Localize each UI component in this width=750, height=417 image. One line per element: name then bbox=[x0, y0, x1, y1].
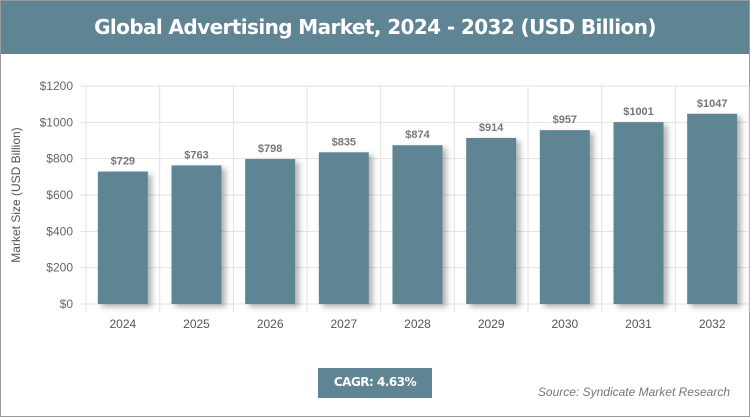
bar-2025 bbox=[171, 165, 222, 304]
data-label: $729 bbox=[111, 156, 135, 168]
data-label: $798 bbox=[258, 143, 282, 155]
x-tick-label: 2029 bbox=[478, 317, 505, 331]
data-label: $1001 bbox=[623, 106, 654, 118]
bar-2024 bbox=[97, 171, 148, 304]
y-tick-label: $0 bbox=[60, 297, 74, 311]
bar-2026 bbox=[245, 159, 296, 304]
y-tick-label: $1000 bbox=[40, 115, 74, 129]
x-tick-label: 2027 bbox=[330, 317, 357, 331]
x-tick-label: 2031 bbox=[625, 317, 652, 331]
data-label: $835 bbox=[332, 136, 356, 148]
x-tick-label: 2025 bbox=[183, 317, 210, 331]
y-tick-label: $200 bbox=[46, 261, 73, 275]
data-label: $1047 bbox=[697, 98, 728, 110]
chart-title: Global Advertising Market, 2024 - 2032 (… bbox=[1, 1, 749, 54]
x-tick-label: 2028 bbox=[404, 317, 431, 331]
bar-2031 bbox=[613, 122, 664, 304]
cagr-badge: CAGR: 4.63% bbox=[318, 368, 432, 398]
y-tick-label: $1200 bbox=[40, 79, 74, 93]
y-axis-label: Market Size (USD Billion) bbox=[9, 127, 23, 262]
data-label: $763 bbox=[184, 149, 208, 161]
bar-2027 bbox=[318, 152, 369, 304]
bar-2032 bbox=[687, 113, 738, 304]
bar-2029 bbox=[466, 137, 517, 304]
data-label: $914 bbox=[479, 122, 504, 134]
y-tick-label: $400 bbox=[46, 224, 73, 238]
x-tick-label: 2032 bbox=[699, 317, 726, 331]
x-tick-label: 2024 bbox=[109, 317, 136, 331]
bar-2030 bbox=[539, 130, 590, 304]
data-label: $957 bbox=[553, 114, 577, 126]
source-note: Source: Syndicate Market Research bbox=[537, 385, 730, 399]
bar-2028 bbox=[392, 145, 443, 304]
x-tick-label: 2026 bbox=[257, 317, 284, 331]
data-label: $874 bbox=[405, 129, 430, 141]
y-tick-label: $600 bbox=[46, 188, 73, 202]
x-tick-label: 2030 bbox=[551, 317, 578, 331]
y-tick-label: $800 bbox=[46, 152, 73, 166]
